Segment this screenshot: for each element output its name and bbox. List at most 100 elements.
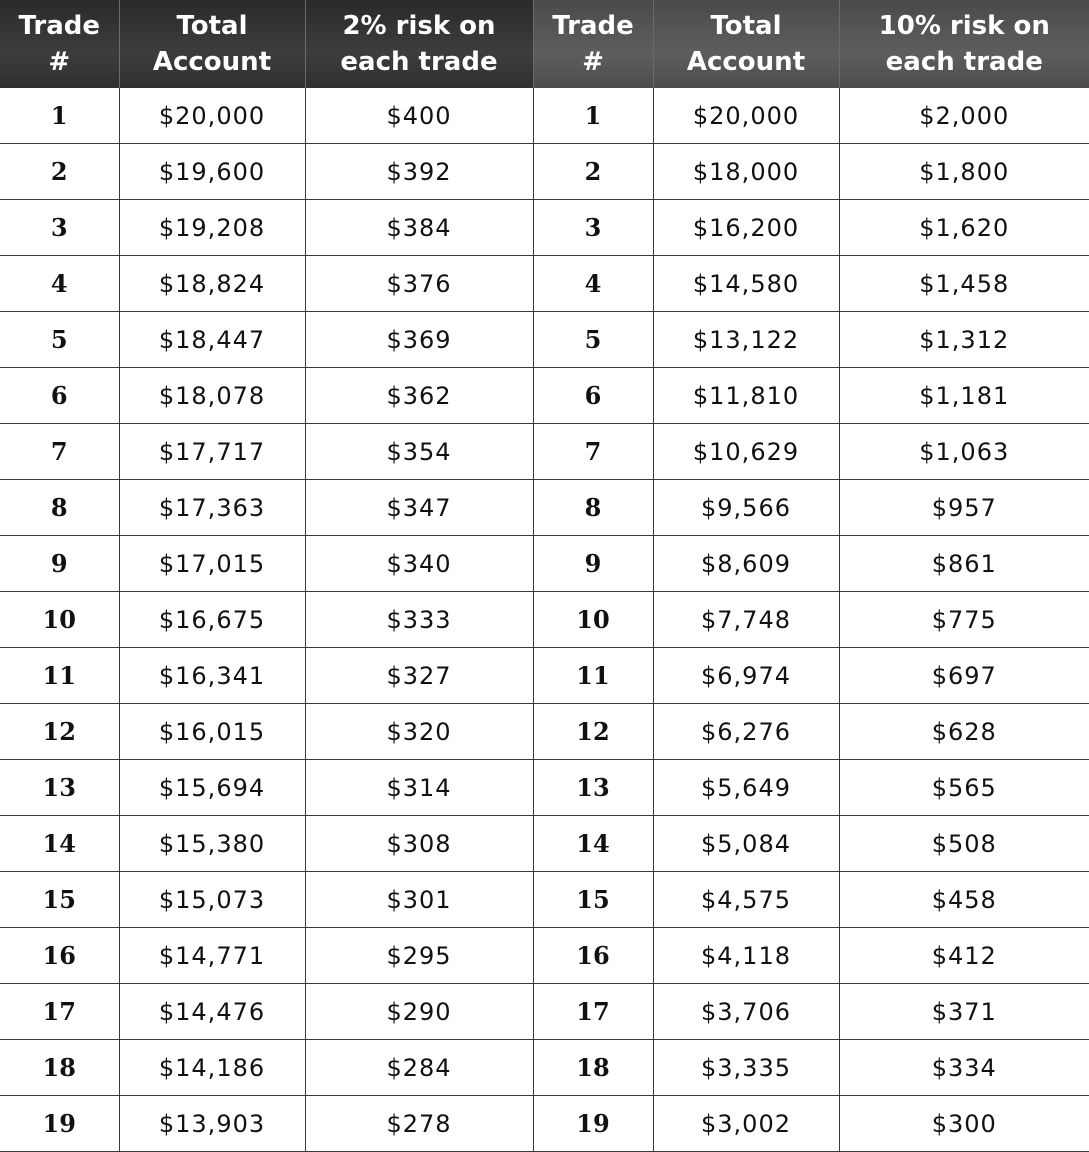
table-row: 10 $16,675 $333 10 $7,748 $775: [0, 591, 1089, 648]
total-account-cell: $10,629: [653, 423, 840, 480]
total-account-cell: $18,824: [119, 255, 306, 312]
header-text: Total: [710, 11, 782, 41]
total-account-cell: $18,000: [653, 143, 840, 200]
trade-number-cell: 17: [0, 983, 120, 1040]
total-account-cell: $6,974: [653, 647, 840, 704]
table-row: 3 $19,208 $384 3 $16,200 $1,620: [0, 199, 1089, 256]
table-row: 5 $18,447 $369 5 $13,122 $1,312: [0, 311, 1089, 368]
total-account-cell: $7,748: [653, 591, 840, 648]
trade-number-cell: 1: [533, 88, 654, 144]
table-row: 2 $19,600 $392 2 $18,000 $1,800: [0, 143, 1089, 200]
trade-number-cell: 4: [0, 255, 120, 312]
total-account-cell: $3,335: [653, 1039, 840, 1096]
total-account-cell: $16,200: [653, 199, 840, 256]
total-account-cell: $20,000: [653, 88, 840, 144]
table-row: 7 $17,717 $354 7 $10,629 $1,063: [0, 423, 1089, 480]
total-account-cell: $17,717: [119, 423, 306, 480]
total-account-cell: $8,609: [653, 535, 840, 592]
total-account-cell: $20,000: [119, 88, 306, 144]
header-total-account-10pct: Total Account: [653, 0, 840, 88]
header-text: 10% risk on: [878, 11, 1050, 41]
total-account-cell: $15,380: [119, 815, 306, 872]
table-row: 11 $16,341 $327 11 $6,974 $697: [0, 647, 1089, 704]
table-header: Trade # Total Account 2% risk on each tr…: [0, 0, 1089, 88]
trade-number-cell: 8: [533, 479, 654, 536]
risk-amount-cell: $957: [839, 479, 1089, 536]
risk-amount-cell: $290: [305, 983, 534, 1040]
risk-amount-cell: $347: [305, 479, 534, 536]
trade-number-cell: 11: [533, 647, 654, 704]
risk-amount-cell: $697: [839, 647, 1089, 704]
header-risk-10pct: 10% risk on each trade: [839, 0, 1089, 88]
total-account-cell: $14,476: [119, 983, 306, 1040]
header-text: each trade: [340, 47, 498, 77]
risk-amount-cell: $362: [305, 367, 534, 424]
risk-amount-cell: $314: [305, 759, 534, 816]
table-row: 6 $18,078 $362 6 $11,810 $1,181: [0, 367, 1089, 424]
risk-amount-cell: $1,063: [839, 423, 1089, 480]
header-text: each trade: [885, 47, 1043, 77]
trade-number-cell: 4: [533, 255, 654, 312]
trade-number-cell: 16: [533, 927, 654, 984]
trade-number-cell: 2: [0, 143, 120, 200]
trade-number-cell: 15: [533, 871, 654, 928]
risk-amount-cell: $308: [305, 815, 534, 872]
header-text: Trade: [18, 11, 101, 41]
risk-amount-cell: $384: [305, 199, 534, 256]
risk-amount-cell: $278: [305, 1095, 534, 1152]
trade-number-cell: 10: [0, 591, 120, 648]
table-row: 15 $15,073 $301 15 $4,575 $458: [0, 871, 1089, 928]
total-account-cell: $18,078: [119, 367, 306, 424]
table-row: 9 $17,015 $340 9 $8,609 $861: [0, 535, 1089, 592]
total-account-cell: $13,122: [653, 311, 840, 368]
total-account-cell: $16,675: [119, 591, 306, 648]
trade-number-cell: 9: [0, 535, 120, 592]
total-account-cell: $3,706: [653, 983, 840, 1040]
trade-number-cell: 19: [533, 1095, 654, 1152]
trade-number-cell: 9: [533, 535, 654, 592]
table-row: 8 $17,363 $347 8 $9,566 $957: [0, 479, 1089, 536]
table-row: 1 $20,000 $400 1 $20,000 $2,000: [0, 88, 1089, 144]
trade-number-cell: 5: [533, 311, 654, 368]
risk-amount-cell: $327: [305, 647, 534, 704]
risk-amount-cell: $340: [305, 535, 534, 592]
trade-number-cell: 2: [533, 143, 654, 200]
header-text: Account: [152, 47, 272, 77]
risk-amount-cell: $508: [839, 815, 1089, 872]
total-account-cell: $15,073: [119, 871, 306, 928]
header-risk-2pct: 2% risk on each trade: [305, 0, 534, 88]
trade-number-cell: 1: [0, 88, 120, 144]
total-account-cell: $11,810: [653, 367, 840, 424]
risk-amount-cell: $458: [839, 871, 1089, 928]
total-account-cell: $4,118: [653, 927, 840, 984]
risk-amount-cell: $400: [305, 88, 534, 144]
header-text: Account: [686, 47, 806, 77]
risk-amount-cell: $301: [305, 871, 534, 928]
trade-number-cell: 16: [0, 927, 120, 984]
total-account-cell: $13,903: [119, 1095, 306, 1152]
table-body: 1 $20,000 $400 1 $20,000 $2,000 2 $19,60…: [0, 88, 1089, 1152]
trade-number-cell: 17: [533, 983, 654, 1040]
total-account-cell: $6,276: [653, 703, 840, 760]
table-row: 4 $18,824 $376 4 $14,580 $1,458: [0, 255, 1089, 312]
header-text: Total: [176, 11, 248, 41]
risk-amount-cell: $1,458: [839, 255, 1089, 312]
table-row: 14 $15,380 $308 14 $5,084 $508: [0, 815, 1089, 872]
risk-amount-cell: $412: [839, 927, 1089, 984]
risk-amount-cell: $565: [839, 759, 1089, 816]
risk-amount-cell: $775: [839, 591, 1089, 648]
trade-number-cell: 15: [0, 871, 120, 928]
trade-number-cell: 18: [533, 1039, 654, 1096]
table-row: 17 $14,476 $290 17 $3,706 $371: [0, 983, 1089, 1040]
total-account-cell: $16,015: [119, 703, 306, 760]
trade-number-cell: 14: [533, 815, 654, 872]
risk-amount-cell: $284: [305, 1039, 534, 1096]
trade-number-cell: 7: [0, 423, 120, 480]
trade-number-cell: 13: [0, 759, 120, 816]
trade-number-cell: 6: [533, 367, 654, 424]
header-total-account-2pct: Total Account: [119, 0, 306, 88]
total-account-cell: $19,600: [119, 143, 306, 200]
trade-number-cell: 13: [533, 759, 654, 816]
total-account-cell: $3,002: [653, 1095, 840, 1152]
header-trade-number-10pct: Trade #: [533, 0, 654, 88]
